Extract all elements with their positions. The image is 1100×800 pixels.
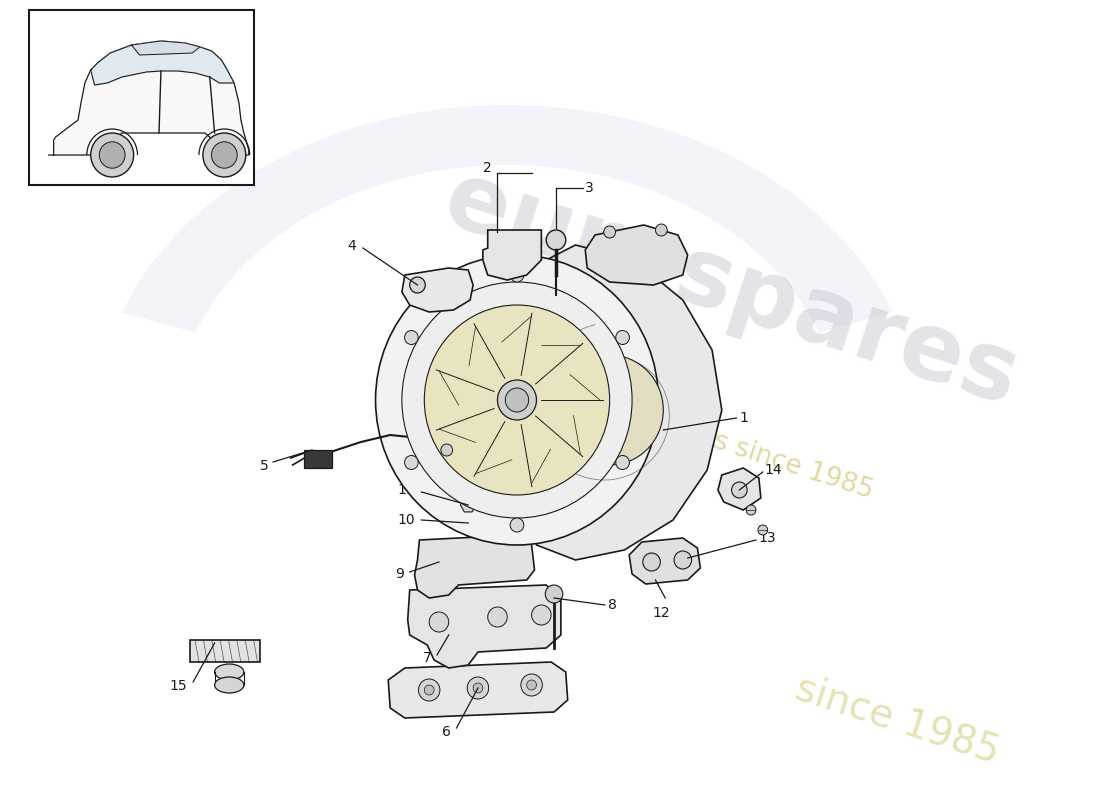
Circle shape: [425, 305, 609, 495]
Circle shape: [473, 683, 483, 693]
Polygon shape: [629, 538, 701, 584]
Text: 7: 7: [422, 651, 431, 665]
Ellipse shape: [214, 677, 244, 693]
Circle shape: [441, 444, 452, 456]
Circle shape: [99, 142, 125, 168]
Circle shape: [746, 505, 756, 515]
Text: 12: 12: [652, 606, 670, 620]
Circle shape: [556, 355, 663, 465]
Circle shape: [402, 282, 632, 518]
Polygon shape: [402, 268, 473, 312]
Text: 1: 1: [739, 411, 748, 425]
Circle shape: [497, 380, 537, 420]
Circle shape: [531, 605, 551, 625]
Circle shape: [505, 388, 529, 412]
Circle shape: [604, 226, 616, 238]
Text: 11: 11: [398, 483, 416, 497]
Text: 4: 4: [348, 239, 356, 253]
Text: 9: 9: [395, 567, 404, 581]
Polygon shape: [132, 41, 200, 55]
Text: 10: 10: [398, 513, 416, 527]
Text: since 1985: since 1985: [791, 669, 1004, 771]
Text: 13: 13: [759, 531, 777, 545]
Polygon shape: [90, 41, 234, 85]
Circle shape: [425, 685, 435, 695]
Polygon shape: [483, 230, 541, 280]
Text: 6: 6: [442, 725, 451, 739]
Ellipse shape: [214, 664, 244, 680]
Circle shape: [375, 255, 659, 545]
Circle shape: [527, 680, 537, 690]
Circle shape: [616, 330, 629, 345]
Polygon shape: [122, 105, 892, 333]
Circle shape: [90, 133, 133, 177]
Text: 3: 3: [585, 181, 594, 195]
Circle shape: [758, 525, 768, 535]
Bar: [30, 10, 254, 185]
Circle shape: [405, 330, 418, 345]
Text: 8: 8: [607, 598, 617, 612]
Circle shape: [405, 455, 418, 470]
Bar: [190, 640, 261, 662]
Circle shape: [616, 455, 629, 470]
Circle shape: [429, 612, 449, 632]
Circle shape: [547, 230, 565, 250]
Polygon shape: [388, 662, 568, 718]
Text: 2: 2: [483, 161, 492, 175]
Polygon shape: [415, 535, 535, 598]
Circle shape: [202, 133, 245, 177]
Bar: [305, 450, 331, 468]
Circle shape: [211, 142, 238, 168]
Circle shape: [546, 585, 563, 603]
Circle shape: [510, 518, 524, 532]
Circle shape: [487, 607, 507, 627]
Text: 14: 14: [764, 463, 782, 477]
Text: 5: 5: [260, 459, 268, 473]
Circle shape: [732, 482, 747, 498]
Circle shape: [510, 268, 524, 282]
Text: 15: 15: [169, 679, 187, 693]
Polygon shape: [537, 245, 722, 560]
Polygon shape: [408, 585, 561, 668]
Circle shape: [521, 674, 542, 696]
Circle shape: [656, 224, 668, 236]
Circle shape: [642, 553, 660, 571]
Circle shape: [674, 551, 692, 569]
Polygon shape: [585, 225, 688, 285]
Circle shape: [468, 677, 488, 699]
Polygon shape: [48, 41, 249, 155]
Polygon shape: [461, 498, 476, 512]
Circle shape: [418, 679, 440, 701]
Polygon shape: [718, 468, 761, 510]
Text: eurospares: eurospares: [433, 154, 1030, 426]
Circle shape: [409, 277, 426, 293]
Text: a passion for parts since 1985: a passion for parts since 1985: [490, 356, 877, 504]
